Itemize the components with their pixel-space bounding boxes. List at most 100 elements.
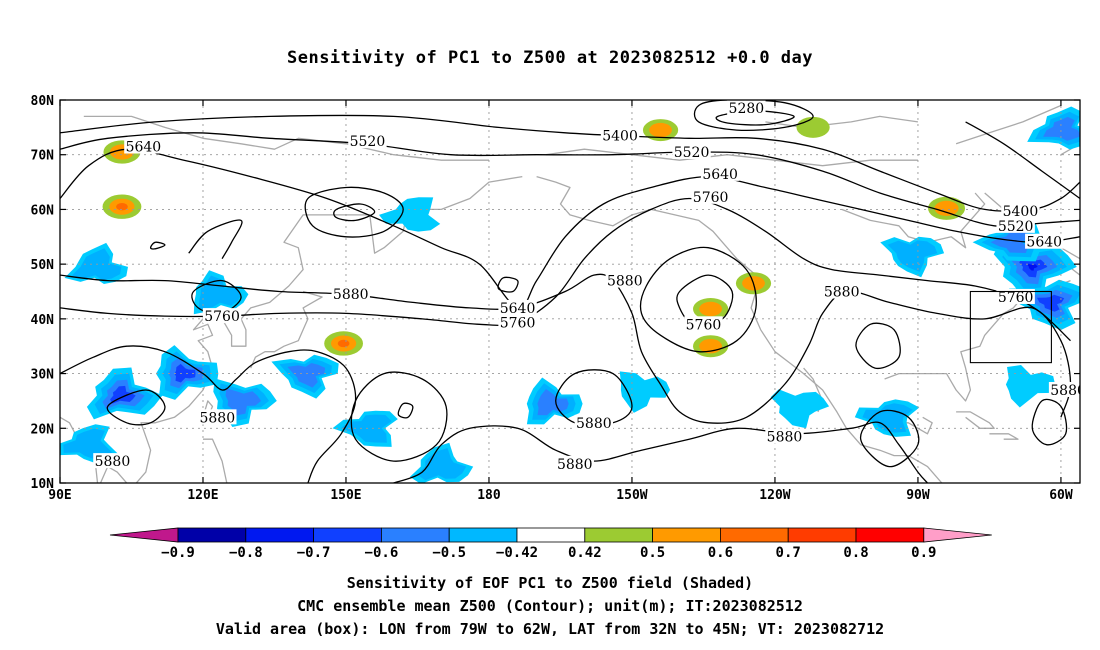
contour-label-5520: 5520	[350, 134, 386, 150]
sensitivity-patch-16	[271, 354, 339, 399]
contour-label-bg-17	[996, 288, 1035, 304]
contour-label-bg-18	[1048, 381, 1080, 397]
lat-tick-label: 60N	[31, 203, 55, 218]
lon-tick-label: 120W	[759, 488, 790, 503]
sensitivity-patch-13	[86, 367, 163, 420]
colorbar-segment-8	[720, 527, 789, 543]
contour-5880-south	[60, 345, 357, 483]
contour-label-5280: 5280	[729, 101, 765, 117]
sensitivity-level-0	[379, 197, 441, 232]
figure-title: Sensitivity of PC1 to Z500 at 2023082512…	[286, 48, 813, 68]
sensitivity-shading-layer	[60, 106, 1080, 483]
contour-label-5640: 5640	[702, 167, 738, 183]
lat-tick-label: 20N	[31, 422, 55, 437]
contour-label-bg-5	[700, 165, 740, 181]
sensitivity-level-4	[1027, 263, 1038, 271]
sensitivity-patch-26	[193, 270, 249, 315]
lat-tick-label: 10N	[31, 477, 55, 492]
colorbar-segment-3	[380, 527, 450, 543]
contour-5400-northeast	[965, 121, 1080, 200]
contour-5880-us-small	[855, 322, 901, 370]
valid-area-box	[969, 290, 1052, 364]
colorbar-segment-0	[177, 527, 247, 543]
colorbar-label: −0.9	[161, 545, 195, 561]
lat-tick-label: 80N	[31, 94, 55, 109]
contour-label-5640: 5640	[126, 140, 162, 156]
contour-label-5880: 5880	[824, 285, 860, 301]
sensitivity-level-2	[116, 202, 128, 211]
coastline-16	[83, 115, 489, 161]
colorbar-segment-6	[584, 527, 653, 543]
contour-5760-asia-ring	[188, 219, 243, 260]
sensitivity-patch-3	[928, 196, 966, 220]
sensitivity-patch-20	[526, 377, 583, 425]
sensitivity-patch-5	[693, 298, 729, 321]
sensitivity-level-2	[337, 339, 350, 348]
contour-label-5400: 5400	[602, 129, 638, 145]
colorbar-label: −0.5	[432, 545, 466, 561]
contour-label-bg-16	[822, 283, 861, 299]
contour-low-west-pacific-inner	[333, 203, 376, 222]
contour-label-5880: 5880	[607, 274, 643, 290]
colorbar-label: 0.6	[708, 545, 733, 561]
sensitivity-patch-23	[854, 399, 920, 437]
contour-label-layer: 5640 5520 54005280552056405760540055205640…	[93, 100, 1080, 473]
axis-layer: 90E 120E 150E 180 150W 120W 90W 60W 10N 20N 30N 40N…	[31, 94, 1080, 503]
sensitivity-patch-28	[770, 389, 830, 429]
contour-label-5760: 5760	[693, 190, 729, 206]
coastline-10	[841, 192, 986, 249]
lat-tick-label: 50N	[31, 258, 55, 273]
sensitivity-patch-17	[332, 410, 398, 447]
contour-high-east-pacific-outer	[639, 246, 757, 353]
contour-label-5880: 5880	[199, 410, 235, 426]
contour-high-west-pacific	[350, 371, 448, 462]
sensitivity-level-2	[1043, 116, 1080, 141]
coastline-9	[989, 433, 1019, 440]
colorbar-segment-4	[448, 527, 518, 543]
colorbar-segment-9	[787, 527, 857, 543]
colorbar: −0.9 −0.8 −0.7 −0.6 −0.5 −0.42 0.42 0.5 0.6 0.7 0.…	[109, 527, 992, 561]
contour-label-bg-13	[498, 314, 537, 330]
coastline-3	[203, 438, 228, 483]
sensitivity-patch-27	[1005, 365, 1056, 408]
colorbar-label: 0.5	[640, 545, 665, 561]
coastline-13	[955, 104, 1062, 145]
contour-label-bg-4	[672, 143, 711, 159]
sensitivity-patch-6	[693, 335, 729, 358]
coastline-0	[60, 175, 523, 483]
sensitivity-patch-24	[379, 197, 441, 232]
coastline-8	[956, 411, 995, 429]
colorbar-label: 0.7	[776, 545, 801, 561]
contour-label-5880: 5880	[767, 429, 803, 445]
contour-label-bg-22	[555, 455, 594, 471]
contour-label-bg-3	[727, 100, 766, 116]
contour-label-bg-7	[1001, 203, 1040, 219]
colorbar-label: −0.8	[229, 545, 263, 561]
sensitivity-level-0	[796, 116, 830, 138]
contour-label-5880: 5880	[95, 454, 131, 470]
contour-label-bg-19	[198, 409, 237, 425]
sensitivity-level-2	[990, 231, 1029, 253]
colorbar-label: −0.7	[297, 545, 331, 561]
colorbar-low-extend	[109, 527, 179, 543]
contour-label-5520: 5520	[674, 145, 710, 161]
lon-tick-label: 150W	[616, 488, 647, 503]
contour-label-5400: 5400	[1003, 204, 1039, 220]
contour-label-bg-9	[1025, 233, 1064, 249]
lat-tick-label: 40N	[31, 313, 55, 328]
lon-tick-label: 60W	[1049, 488, 1073, 503]
colorbar-segment-2	[313, 527, 382, 543]
sensitivity-patch-25	[64, 242, 128, 284]
contour-5880-mid	[60, 273, 1072, 424]
sensitivity-patch-4	[324, 331, 363, 356]
sensitivity-level-1	[862, 403, 913, 433]
contour-low-west-pacific-outer	[304, 186, 404, 238]
sensitivity-patch-12	[1027, 106, 1080, 150]
contour-label-5760: 5760	[998, 290, 1034, 306]
contour-label-5760: 5760	[686, 317, 722, 333]
valid-area-box-layer	[969, 290, 1052, 364]
contour-label-bg-15	[684, 316, 723, 332]
contour-ring-aleutian	[497, 276, 519, 293]
contour-label-5640: 5640	[500, 301, 536, 317]
lon-tick-label: 180	[477, 488, 501, 503]
